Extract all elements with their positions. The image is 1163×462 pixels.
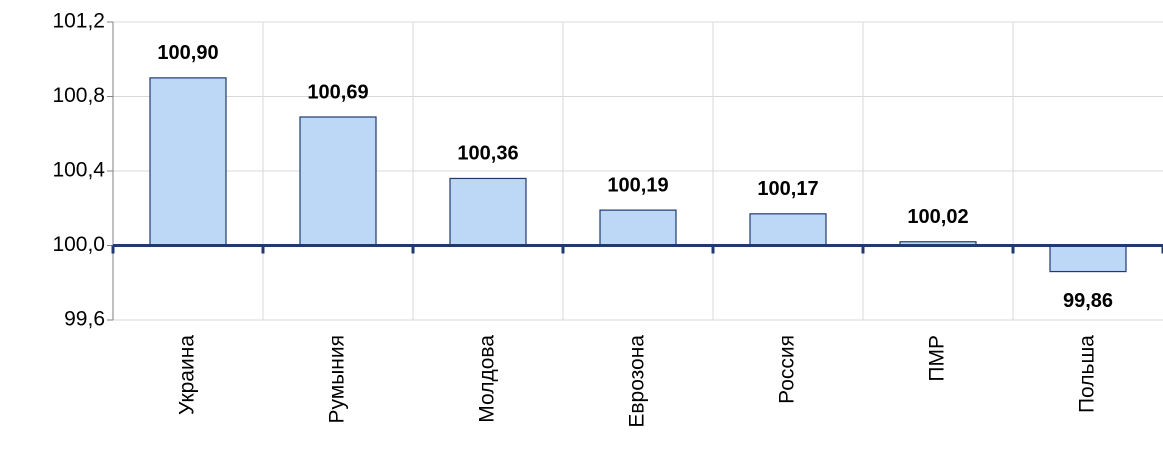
value-label: 100,19 xyxy=(607,174,668,196)
x-tick-label: Украина xyxy=(176,335,199,415)
x-tick-label: ПМР xyxy=(926,335,949,382)
bar xyxy=(599,209,677,247)
x-tick-label: Россия xyxy=(776,335,799,404)
bar xyxy=(299,116,377,247)
x-tick-label: Румыния xyxy=(326,335,349,424)
x-tick-label: Еврозона xyxy=(626,335,649,428)
value-label: 100,90 xyxy=(157,42,218,64)
bar xyxy=(149,77,227,247)
value-label: 100,17 xyxy=(757,178,818,200)
y-tick-label: 100,4 xyxy=(52,159,105,182)
y-tick-label: 100,0 xyxy=(52,233,105,256)
value-label: 100,69 xyxy=(307,81,368,103)
y-tick-label: 100,8 xyxy=(52,84,105,107)
value-label: 100,36 xyxy=(457,143,518,165)
value-label: 99,86 xyxy=(1063,290,1113,312)
bar xyxy=(449,177,527,247)
y-tick-label: 101,2 xyxy=(52,10,105,33)
x-tick-label: Молдова xyxy=(476,335,499,423)
bar xyxy=(749,213,827,247)
value-label: 100,02 xyxy=(907,206,968,228)
x-tick-label: Польша xyxy=(1076,335,1099,413)
bar xyxy=(1049,244,1127,273)
y-tick-label: 99,6 xyxy=(64,308,105,331)
